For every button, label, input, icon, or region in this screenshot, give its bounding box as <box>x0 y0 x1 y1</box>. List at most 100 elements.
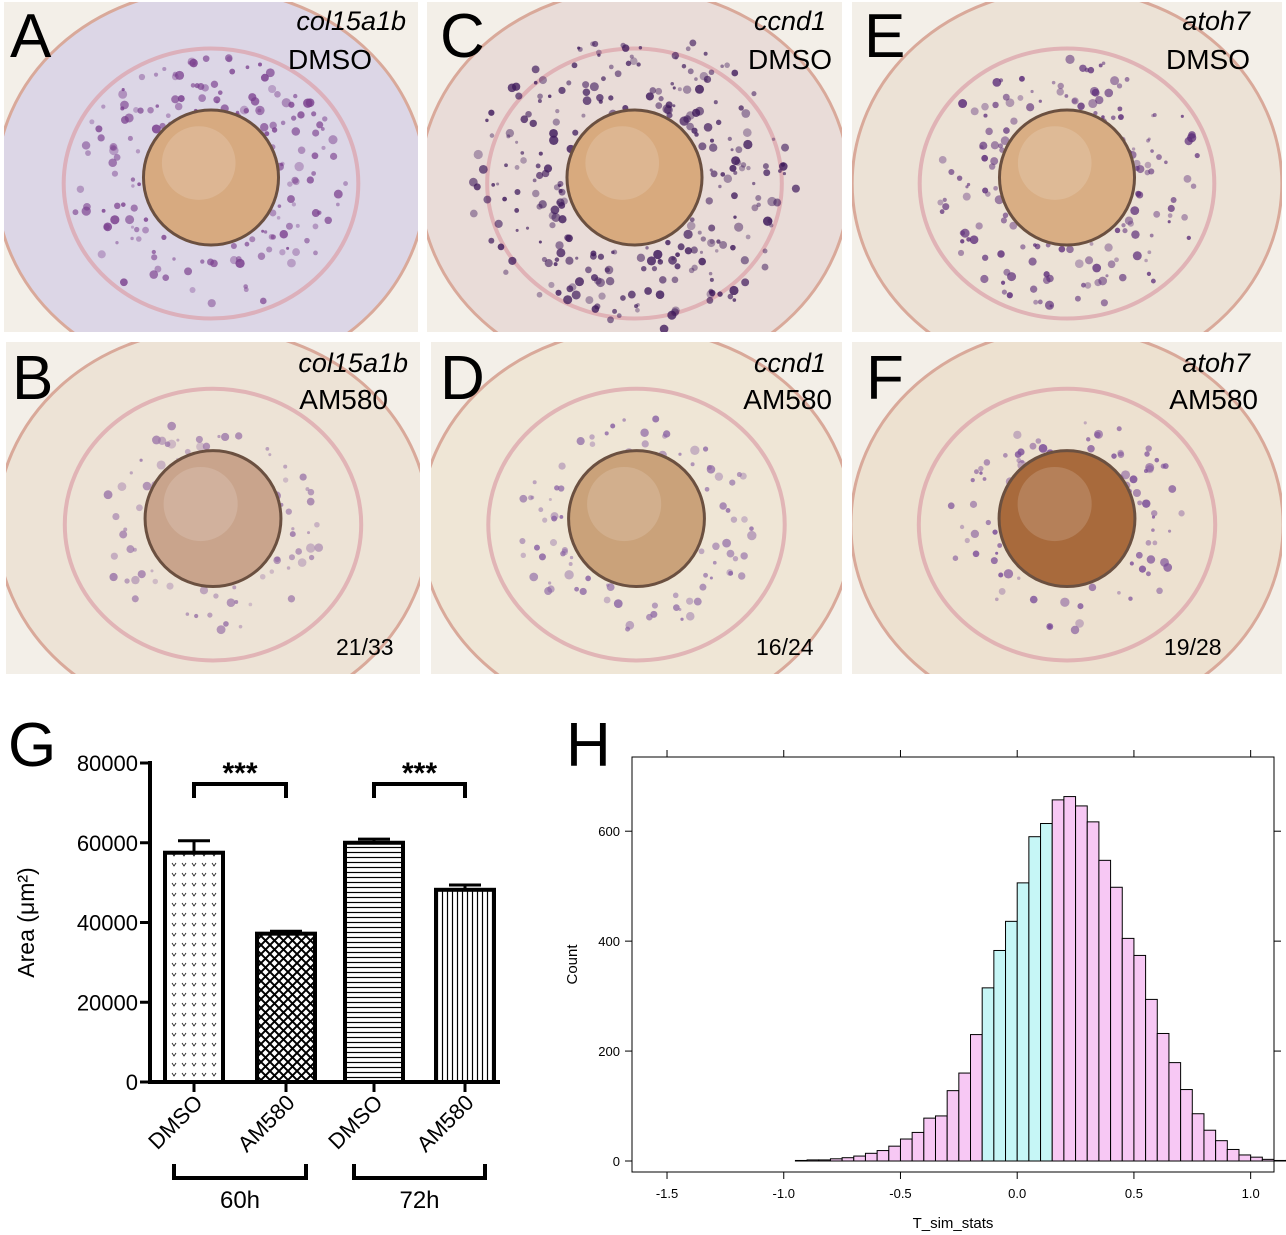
histogram-bin <box>934 1115 948 1162</box>
x-tick-label: 0.5 <box>1125 1186 1143 1201</box>
histogram-bin <box>1098 859 1112 1162</box>
lens <box>567 449 706 589</box>
lens-highlight <box>163 466 238 542</box>
histogram-bin <box>1238 1154 1252 1162</box>
group-label: 60h <box>220 1187 260 1214</box>
x-tick-label: DMSO <box>143 1090 207 1154</box>
histogram-bin <box>1215 1140 1228 1162</box>
plot-frame <box>631 756 1275 1173</box>
histogram-bin <box>1063 796 1077 1162</box>
condition-label-b: AM580 <box>299 384 388 415</box>
histogram-bin <box>1121 937 1135 1162</box>
histogram-bin <box>853 1155 866 1162</box>
histogram-bin <box>1180 1089 1193 1162</box>
stain-ring <box>937 54 1200 310</box>
eye-inner-ring <box>486 386 787 663</box>
y-tick-label: 60000 <box>77 831 138 856</box>
bar-dmso-72h <box>343 840 405 1084</box>
stain-ring <box>519 415 757 632</box>
significance-bracket <box>372 782 467 798</box>
panel-letter-b: B <box>12 344 54 413</box>
histogram-bin <box>899 1138 913 1162</box>
histogram-bin <box>958 1072 972 1162</box>
lens-highlight <box>1017 126 1092 200</box>
panel-b <box>6 342 420 674</box>
x-tick-label: AM580 <box>412 1090 479 1157</box>
ratio-label-b: 21/33 <box>336 634 394 660</box>
micrograph-image <box>431 342 842 674</box>
group-bracket <box>352 1164 487 1180</box>
histogram-bin <box>1226 1148 1240 1162</box>
x-tick-label: DMSO <box>323 1090 387 1154</box>
gene-label-f: atoh7 <box>1182 348 1250 378</box>
stain-ring <box>72 54 348 308</box>
y-tick-label: 20000 <box>77 990 138 1015</box>
histogram-bin <box>1273 1159 1286 1162</box>
histogram-bin <box>1005 920 1018 1162</box>
significance-bracket <box>192 782 288 798</box>
histogram-bin <box>1261 1158 1275 1162</box>
x-tick-label: 1.0 <box>1242 1186 1260 1201</box>
lens <box>997 108 1137 247</box>
gene-label-a: col15a1b <box>296 6 406 36</box>
lens <box>997 449 1137 589</box>
y-tick-label: 400 <box>598 934 620 949</box>
panel-letter-e: E <box>864 2 906 71</box>
histogram-bin <box>970 1034 983 1162</box>
lens <box>143 449 283 589</box>
gene-label-e: atoh7 <box>1182 6 1250 36</box>
eye-inner-ring <box>917 46 1217 321</box>
histogram-bin <box>911 1131 925 1162</box>
histogram-bin <box>806 1159 820 1162</box>
histogram-bin <box>1191 1113 1205 1162</box>
histogram-bin <box>1028 836 1042 1162</box>
stain-ring <box>947 421 1185 635</box>
histogram-bin <box>829 1158 843 1162</box>
histogram-bin <box>876 1150 890 1162</box>
micrograph-image <box>6 342 420 674</box>
histogram-bin <box>981 987 995 1162</box>
panel-d <box>431 342 842 674</box>
eye-inner-ring <box>62 386 364 663</box>
bar-chart-g: 0 20000 40000 60000 80000 Area (μm²) DMSO AM580… <box>13 751 500 1214</box>
panel-letter-f: F <box>866 344 904 413</box>
gene-label-c: ccnd1 <box>753 6 826 36</box>
micrograph-image <box>4 2 418 332</box>
panel-letter-g: G <box>8 711 57 780</box>
lens-highlight <box>587 466 662 542</box>
histogram-bin <box>1040 823 1053 1162</box>
lens-highlight <box>161 126 236 200</box>
stain-ring <box>469 39 800 332</box>
group-label: 72h <box>399 1187 439 1214</box>
micrograph-image <box>852 342 1282 674</box>
y-tick-label: 80000 <box>77 751 138 776</box>
panel-letter-a: A <box>10 2 52 71</box>
histogram-bin <box>1145 998 1158 1162</box>
lens-highlight <box>585 126 660 200</box>
panel-letter-h: H <box>566 711 611 780</box>
panel-e <box>852 2 1282 332</box>
micrograph-image <box>852 2 1282 332</box>
panel-a <box>4 2 418 332</box>
micrograph-image <box>427 2 842 332</box>
histogram-bin <box>864 1152 878 1162</box>
eye-inner-ring <box>485 46 784 321</box>
ratio-label-d: 16/24 <box>756 634 814 660</box>
condition-label-c: DMSO <box>748 44 832 75</box>
eye-inner-ring <box>61 46 361 321</box>
histogram-bin <box>1051 799 1065 1162</box>
histogram-bin <box>794 1159 808 1162</box>
y-tick-label: 40000 <box>77 911 138 936</box>
significance-label: *** <box>222 757 257 790</box>
histogram-bin <box>818 1159 831 1162</box>
histogram-bin <box>1110 886 1123 1162</box>
x-axis-title: T_sim_stats <box>913 1215 994 1232</box>
lens <box>565 108 704 247</box>
x-tick-label: -0.5 <box>889 1186 911 1201</box>
panel-letter-d: D <box>440 344 485 413</box>
condition-label-a: DMSO <box>288 44 372 75</box>
histogram-bin <box>888 1145 901 1162</box>
eye-inner-ring <box>916 386 1218 663</box>
ratio-label-f: 19/28 <box>1164 634 1222 660</box>
bar-dmso-60h <box>163 850 225 1084</box>
